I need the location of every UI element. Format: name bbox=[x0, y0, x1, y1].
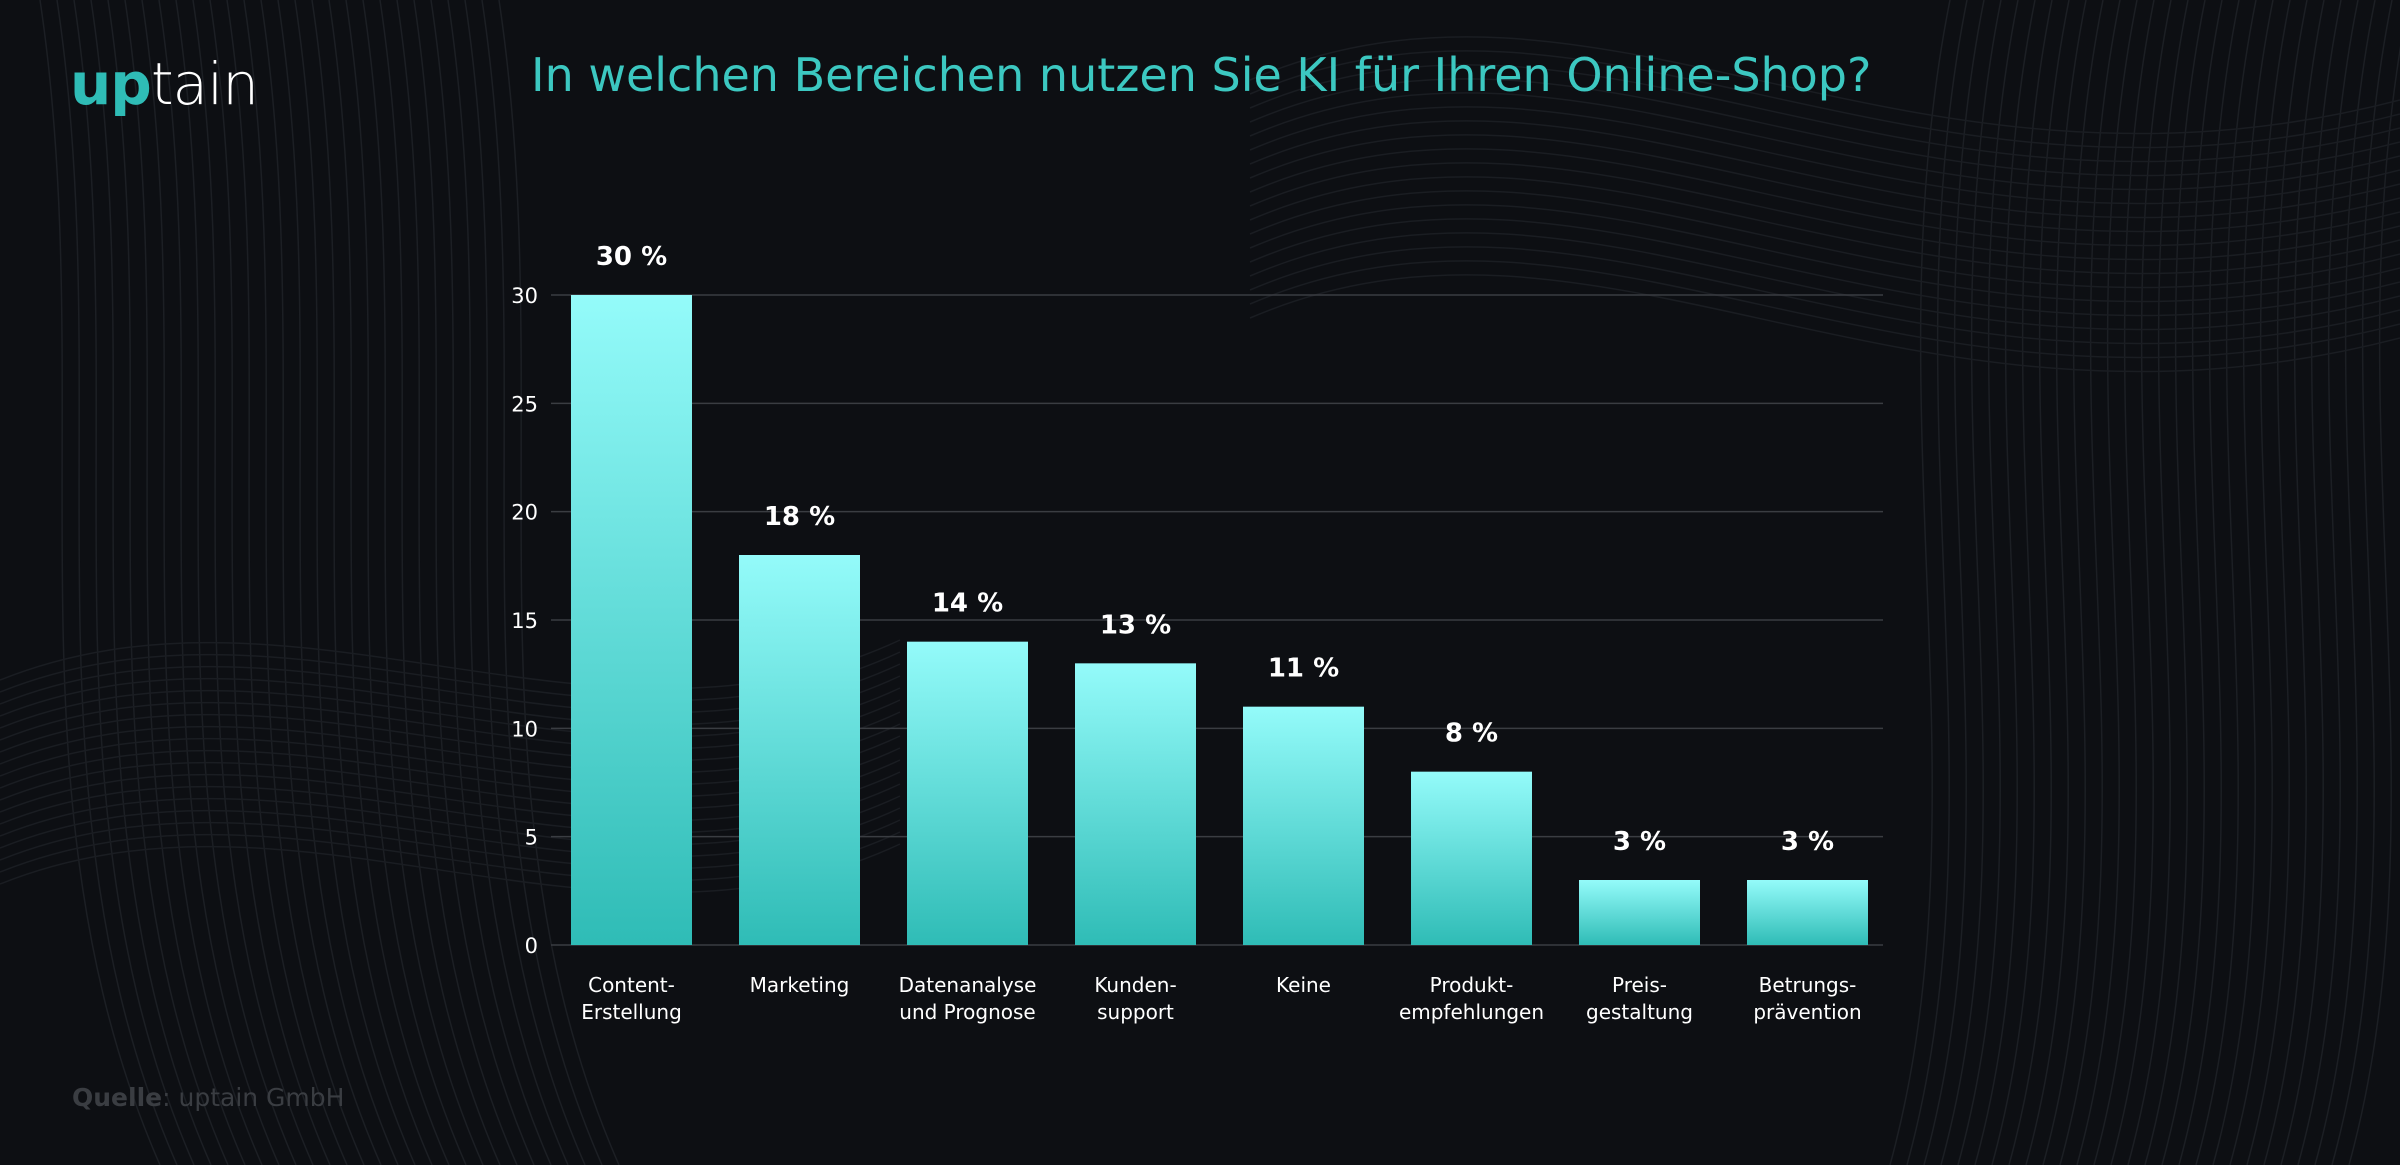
x-tick-label: Marketing bbox=[750, 973, 850, 997]
y-tick-label: 10 bbox=[511, 717, 538, 741]
bar bbox=[1579, 880, 1700, 945]
source-note: Quelle: uptain GmbH bbox=[72, 1083, 345, 1112]
x-tick-label: Preis- bbox=[1612, 973, 1667, 997]
y-tick-label: 15 bbox=[511, 609, 538, 633]
data-label: 8 % bbox=[1445, 719, 1498, 749]
x-tick-label: empfehlungen bbox=[1399, 1000, 1544, 1024]
bar bbox=[1411, 771, 1532, 945]
x-tick-label: gestaltung bbox=[1586, 1000, 1693, 1024]
data-label: 18 % bbox=[764, 502, 835, 532]
y-tick-label: 20 bbox=[511, 501, 538, 525]
data-label: 13 % bbox=[1100, 610, 1171, 640]
y-tick-label: 25 bbox=[511, 392, 538, 416]
x-tick-label: Betrungs- bbox=[1759, 973, 1857, 997]
x-tick-label: Datenanalyse bbox=[899, 973, 1037, 997]
x-tick-label: support bbox=[1097, 1000, 1174, 1024]
y-tick-label: 30 bbox=[511, 284, 538, 308]
bar bbox=[739, 555, 860, 945]
bar bbox=[1075, 663, 1196, 945]
data-label: 3 % bbox=[1613, 827, 1666, 857]
x-tick-label: und Prognose bbox=[899, 1000, 1035, 1024]
chart-title: In welchen Bereichen nutzen Sie KI für I… bbox=[531, 48, 1872, 102]
bar bbox=[1243, 706, 1364, 945]
data-label: 3 % bbox=[1781, 827, 1834, 857]
x-tick-label: Erstellung bbox=[581, 1000, 682, 1024]
uptain-logo: uptain bbox=[70, 50, 259, 118]
x-tick-label: prävention bbox=[1753, 1000, 1861, 1024]
data-label: 14 % bbox=[932, 589, 1003, 619]
x-tick-label: Kunden- bbox=[1094, 973, 1176, 997]
data-label: 11 % bbox=[1268, 654, 1339, 684]
x-tick-label: Keine bbox=[1276, 973, 1331, 997]
y-tick-label: 0 bbox=[525, 934, 538, 958]
x-tick-label: Produkt- bbox=[1430, 973, 1514, 997]
data-label: 30 % bbox=[596, 242, 667, 272]
bar bbox=[1747, 880, 1868, 945]
y-tick-label: 5 bbox=[525, 826, 538, 850]
bar bbox=[571, 295, 692, 945]
bar bbox=[907, 641, 1028, 945]
x-tick-label: Content- bbox=[588, 973, 675, 997]
